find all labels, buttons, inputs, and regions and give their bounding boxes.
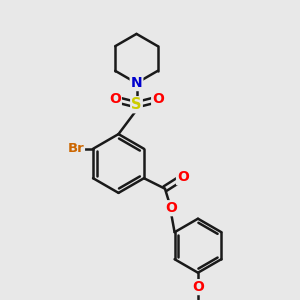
- Text: O: O: [109, 92, 121, 106]
- Text: N: N: [131, 76, 142, 90]
- Text: O: O: [165, 201, 177, 215]
- Text: S: S: [131, 97, 142, 112]
- Text: Br: Br: [67, 142, 84, 155]
- Text: O: O: [152, 92, 164, 106]
- Text: O: O: [192, 280, 204, 294]
- Text: O: O: [177, 170, 189, 184]
